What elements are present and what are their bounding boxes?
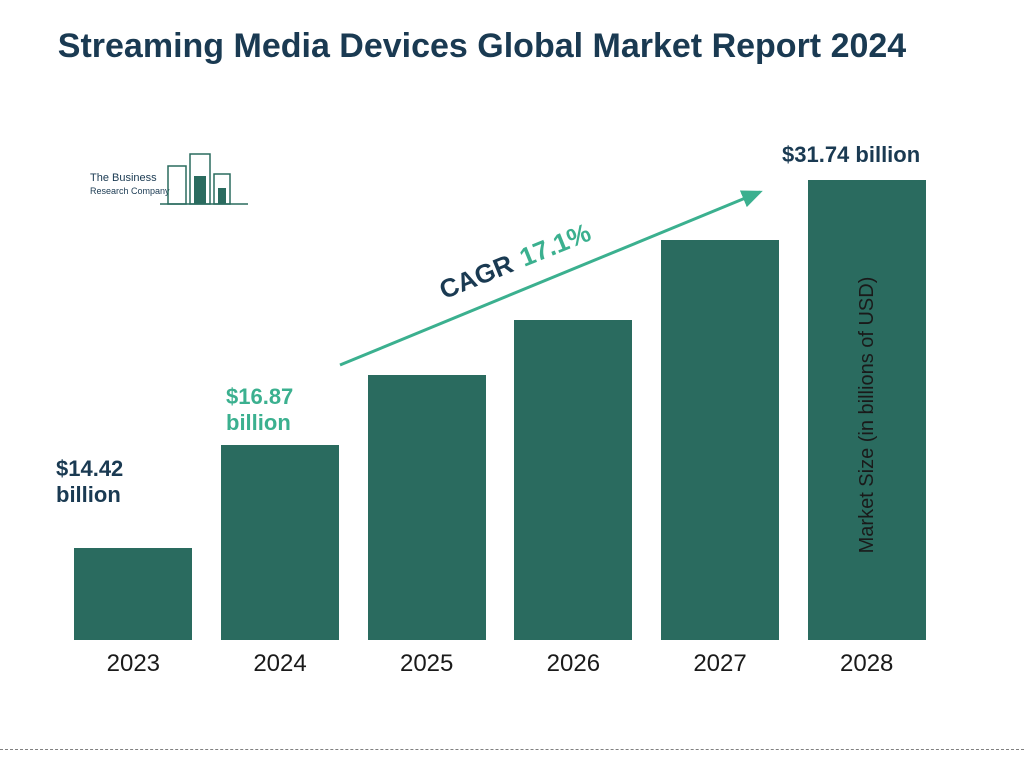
x-axis-labels: 202320242025202620272028 <box>60 644 940 680</box>
value-label: $14.42billion <box>56 456 123 509</box>
bars-container <box>60 180 940 640</box>
chart-title: Streaming Media Devices Global Market Re… <box>0 24 964 68</box>
bar <box>221 445 339 640</box>
bar <box>661 240 779 640</box>
footer-divider <box>0 749 1024 750</box>
bar-slot <box>647 180 794 640</box>
x-axis-tick-label: 2028 <box>793 644 940 680</box>
bar-slot <box>353 180 500 640</box>
x-axis-tick-label: 2026 <box>500 644 647 680</box>
bar <box>514 320 632 640</box>
y-axis-label: Market Size (in billions of USD) <box>856 276 879 553</box>
bar <box>368 375 486 640</box>
x-axis-tick-label: 2025 <box>353 644 500 680</box>
x-axis-tick-label: 2024 <box>207 644 354 680</box>
bar <box>74 548 192 640</box>
value-label: $31.74 billion <box>782 142 920 168</box>
x-axis-tick-label: 2023 <box>60 644 207 680</box>
bar-slot <box>60 180 207 640</box>
value-label: $16.87billion <box>226 384 293 437</box>
x-axis-tick-label: 2027 <box>647 644 794 680</box>
